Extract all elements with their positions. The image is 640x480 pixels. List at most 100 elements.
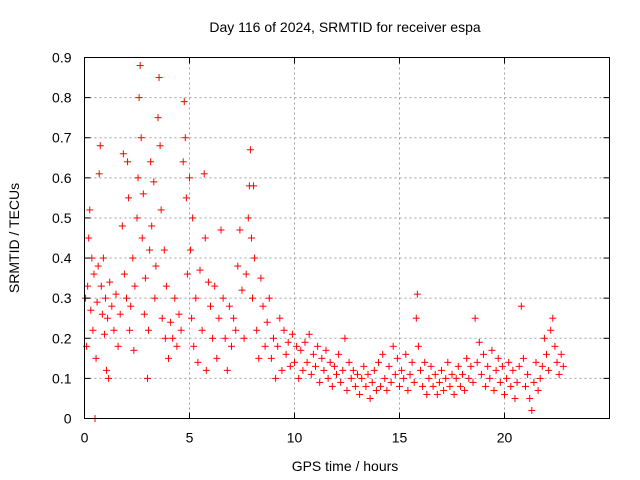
data-point bbox=[335, 350, 343, 358]
data-point bbox=[93, 298, 101, 306]
data-point bbox=[181, 134, 189, 142]
chart-title: Day 116 of 2024, SRMTID for receiver esp… bbox=[209, 19, 481, 35]
data-point bbox=[522, 382, 529, 390]
data-point bbox=[396, 382, 403, 390]
data-point bbox=[459, 370, 466, 378]
data-point bbox=[158, 314, 166, 322]
data-point bbox=[175, 310, 183, 318]
data-point bbox=[496, 378, 504, 386]
data-point bbox=[247, 234, 255, 242]
y-tick-label: 0.6 bbox=[52, 170, 72, 186]
data-point bbox=[538, 362, 546, 370]
data-point bbox=[139, 190, 147, 198]
y-axis-ticks: 0 0.1 0.2 0.3 0.4 0.5 0.6 0.7 0.8 0.9 bbox=[52, 50, 610, 427]
data-point bbox=[555, 370, 563, 378]
data-point bbox=[234, 262, 242, 270]
data-point bbox=[179, 158, 187, 166]
data-point bbox=[469, 378, 477, 386]
data-point bbox=[370, 366, 378, 374]
data-point bbox=[530, 378, 538, 386]
data-point bbox=[240, 334, 248, 342]
data-point bbox=[540, 334, 548, 342]
data-point bbox=[92, 354, 100, 362]
data-point bbox=[501, 390, 508, 398]
y-tick-label: 0 bbox=[64, 411, 72, 427]
x-tick-label: 15 bbox=[392, 430, 408, 446]
data-point bbox=[293, 342, 301, 350]
data-point bbox=[95, 170, 103, 178]
data-point bbox=[301, 338, 309, 346]
data-point bbox=[119, 150, 127, 158]
data-point bbox=[490, 386, 498, 394]
data-point bbox=[421, 358, 429, 366]
data-point bbox=[328, 382, 336, 390]
data-point bbox=[498, 362, 506, 370]
data-point bbox=[467, 362, 475, 370]
data-point bbox=[517, 302, 525, 310]
data-point bbox=[118, 222, 126, 230]
data-point bbox=[333, 370, 340, 378]
data-point bbox=[155, 74, 163, 82]
data-point bbox=[349, 366, 357, 374]
data-point bbox=[124, 158, 132, 166]
x-axis-ticks: 0 5 10 15 20 bbox=[81, 57, 512, 446]
data-point bbox=[246, 146, 254, 154]
x-tick-label: 10 bbox=[287, 430, 303, 446]
data-point bbox=[402, 350, 410, 358]
data-point bbox=[140, 310, 148, 318]
data-point bbox=[108, 302, 116, 310]
data-point bbox=[475, 338, 483, 346]
data-point bbox=[452, 374, 460, 382]
data-point bbox=[157, 206, 165, 214]
grid-lines bbox=[84, 57, 610, 419]
data-point bbox=[316, 378, 324, 386]
data-point bbox=[89, 326, 97, 334]
data-point bbox=[194, 358, 202, 366]
data-point bbox=[372, 386, 380, 394]
data-point bbox=[515, 362, 523, 370]
data-point bbox=[161, 334, 169, 342]
data-point bbox=[486, 374, 494, 382]
data-point bbox=[318, 354, 326, 362]
data-point bbox=[551, 342, 559, 350]
data-point bbox=[393, 354, 401, 362]
data-point bbox=[274, 342, 282, 350]
data-point bbox=[557, 350, 565, 358]
data-point bbox=[413, 290, 421, 298]
data-point bbox=[454, 362, 462, 370]
data-point bbox=[221, 334, 229, 342]
data-point bbox=[341, 334, 349, 342]
data-point bbox=[559, 362, 567, 370]
data-point bbox=[448, 370, 456, 378]
data-point bbox=[123, 294, 130, 302]
data-point bbox=[404, 386, 412, 394]
data-point bbox=[412, 314, 420, 322]
data-point bbox=[96, 142, 104, 150]
data-point bbox=[494, 354, 502, 362]
data-point bbox=[505, 358, 513, 366]
data-point bbox=[156, 142, 164, 150]
data-point bbox=[112, 290, 120, 298]
data-point bbox=[253, 326, 261, 334]
data-point bbox=[503, 374, 511, 382]
data-point bbox=[133, 214, 141, 222]
data-point bbox=[482, 382, 490, 390]
data-point bbox=[307, 370, 315, 378]
data-point bbox=[150, 178, 158, 186]
data-point bbox=[106, 278, 114, 286]
data-point bbox=[188, 314, 196, 322]
data-point bbox=[528, 406, 536, 414]
data-point bbox=[263, 318, 271, 326]
data-point bbox=[162, 282, 170, 290]
data-point bbox=[173, 342, 181, 350]
data-point bbox=[450, 390, 458, 398]
data-point bbox=[536, 374, 544, 382]
data-point bbox=[217, 226, 225, 234]
data-point bbox=[98, 310, 106, 318]
y-tick-label: 0.2 bbox=[52, 330, 72, 346]
data-point bbox=[129, 254, 137, 262]
data-point bbox=[211, 282, 219, 290]
data-point bbox=[379, 350, 387, 358]
data-point bbox=[519, 354, 527, 362]
data-point bbox=[480, 350, 487, 358]
